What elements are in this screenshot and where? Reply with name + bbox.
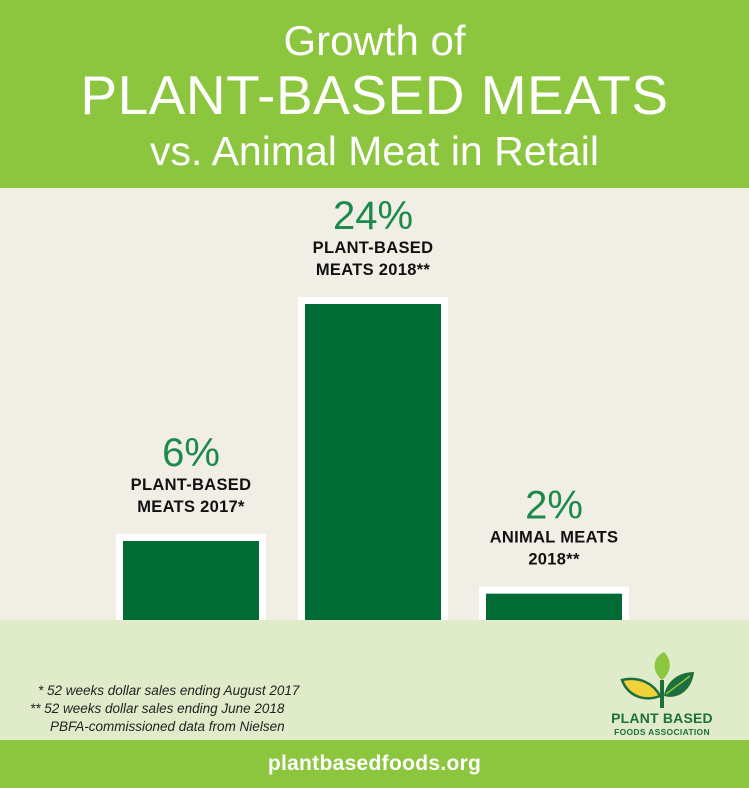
footnote-1: * 52 weeks dollar sales ending August 20… <box>38 683 300 698</box>
title-line-2: PLANT-BASED MEATS <box>80 64 669 126</box>
footnote-2: ** 52 weeks dollar sales ending June 201… <box>30 701 285 716</box>
title-line-1: Growth of <box>283 17 466 64</box>
bar-value-label: 6% <box>162 431 220 475</box>
bar <box>486 593 622 620</box>
bar-category-label: PLANT-BASED <box>313 239 434 257</box>
footer-band: * 52 weeks dollar sales ending August 20… <box>0 620 749 740</box>
bar-category-label: MEATS 2018** <box>316 261 431 279</box>
bar-category-label: 2018** <box>528 551 580 569</box>
logo-name-line-1: PLANT BASED <box>611 710 713 726</box>
footnotes: * 52 weeks dollar sales ending August 20… <box>30 682 299 736</box>
bar-category-label: PLANT-BASED <box>131 476 252 494</box>
bar <box>123 541 259 620</box>
bar-value-label: 2% <box>525 484 583 528</box>
header-banner: Growth of PLANT-BASED MEATS vs. Animal M… <box>0 0 749 188</box>
logo-name-line-2: FOODS ASSOCIATION <box>614 727 710 737</box>
footnote-3: PBFA-commissioned data from Nielsen <box>50 719 285 734</box>
bar-value-label: 24% <box>333 194 413 238</box>
bar <box>305 304 441 620</box>
title-line-3: vs. Animal Meat in Retail <box>150 128 599 174</box>
bar-category-label: ANIMAL MEATS <box>490 529 619 547</box>
leaves-icon <box>620 652 694 708</box>
website-link[interactable]: plantbasedfoods.org <box>0 740 749 788</box>
bar-category-label: MEATS 2017* <box>137 498 245 516</box>
pbfa-logo: PLANT BASED FOODS ASSOCIATION <box>600 650 730 740</box>
chart-area: MEATS 2017* PLANT-BASED 6% MEATS 2018** PLAN… <box>0 188 749 620</box>
